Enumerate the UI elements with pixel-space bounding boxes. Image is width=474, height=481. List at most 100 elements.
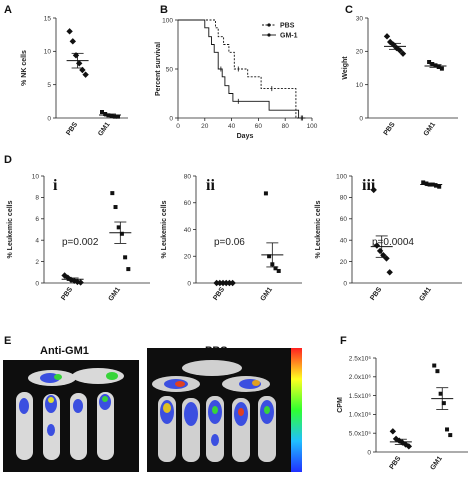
data-point-pbs [383, 33, 391, 40]
y-tick-label: 1.5x10⁶ [349, 393, 372, 400]
panel-letter-c: C [345, 4, 353, 16]
data-point-pbs [69, 38, 76, 45]
data-point-gm1 [441, 401, 446, 406]
category-label: GM1 [418, 286, 432, 303]
data-point-gm1 [267, 254, 272, 259]
category-label: GM1 [97, 121, 111, 138]
x-axis-label: Days [237, 133, 254, 140]
y-tick-label: 5.0x10⁵ [349, 431, 372, 438]
data-point-gm1 [116, 225, 121, 230]
chart-dii: 0 20 40 60 80 % Leukemic cells PBS GM1 ii p=0.06 [161, 173, 302, 303]
subpanel-label: iii [362, 177, 376, 194]
y-tick-label: 0 [35, 280, 39, 287]
anti-gm1-image-label: Anti-GM1 [40, 345, 89, 357]
x-tick-label: 20 [201, 123, 209, 130]
data-point-pbs [77, 279, 84, 286]
y-axis-label: Percent survival [155, 42, 162, 96]
anti-gm1-mice [16, 368, 124, 460]
y-tick-label: 20 [184, 254, 192, 261]
data-point-gm1 [421, 180, 426, 185]
y-tick-label: 15 [44, 15, 52, 22]
chart-c: 0 10 20 30 Weight PBS GM1 [342, 15, 458, 138]
data-point-gm1 [437, 184, 442, 189]
category-label: PBS [60, 286, 74, 302]
data-point-gm1 [116, 114, 120, 119]
p-value-annotation: p=0.002 [62, 237, 99, 248]
panel-letter-b: B [160, 4, 168, 16]
imaging-panel: Anti-GM1 PBS [3, 345, 302, 472]
data-point-gm1 [438, 391, 443, 396]
category-label: PBS [369, 286, 383, 302]
data-point-pbs [383, 255, 390, 262]
data-point-gm1 [110, 191, 115, 196]
panel-letter-e: E [4, 335, 11, 347]
category-label: PBS [65, 121, 79, 137]
x-tick-label: 60 [255, 123, 263, 130]
y-axis-label: CPM [337, 397, 344, 413]
y-tick-label: 60 [340, 216, 348, 223]
y-tick-label: 40 [340, 238, 348, 245]
y-tick-label: 0 [187, 280, 191, 287]
data-point-gm1 [112, 114, 117, 119]
y-tick-label: 10 [32, 173, 40, 180]
data-point-gm1 [432, 363, 437, 368]
y-tick-label: 30 [356, 15, 364, 22]
panel-letter-d: D [4, 154, 12, 166]
y-axis-label: Weight [342, 56, 349, 80]
intensity-colorbar [291, 348, 302, 472]
y-tick-label: 1.0x10⁶ [349, 412, 372, 419]
data-point-gm1 [100, 110, 104, 114]
data-point-pbs [399, 50, 407, 57]
data-point-gm1 [427, 60, 432, 64]
legend-marker [267, 33, 271, 37]
category-label: GM1 [108, 286, 122, 303]
y-tick-label: 5 [47, 82, 51, 89]
data-point-pbs [373, 242, 381, 249]
data-point-pbs [79, 66, 86, 74]
chart-b: 0 50 100 0 20 40 60 80 100 Percent survival Days PB… [155, 17, 318, 140]
y-axis-label: % Leukemic cells [315, 200, 322, 258]
data-point-gm1 [273, 266, 278, 271]
y-tick-label: 10 [356, 82, 364, 89]
y-tick-label: 6 [35, 216, 39, 223]
data-point-pbs [389, 428, 397, 435]
survival-line-pbs [178, 19, 306, 119]
data-point-pbs [370, 186, 377, 194]
y-tick-label: 0 [169, 115, 173, 122]
y-axis-label: % Leukemic cells [7, 200, 14, 258]
data-point-gm1 [123, 255, 128, 260]
y-tick-label: 80 [184, 173, 192, 180]
y-axis-label: % Leukemic cells [161, 200, 168, 258]
category-label: GM1 [429, 455, 443, 472]
pbs-mice [152, 360, 276, 462]
category-label: PBS [383, 121, 397, 137]
y-axis-label: % NK cells [21, 50, 28, 86]
y-tick-label: 60 [184, 200, 192, 207]
chart-f: 0 5.0x10⁵ 1.0x10⁶ 1.5x10⁶ 2.0x10⁶ 2.5x10⁶ CPM P… [337, 355, 468, 472]
y-tick-label: 80 [340, 195, 348, 202]
y-tick-label: 2 [35, 259, 39, 266]
y-tick-label: 0 [359, 115, 363, 122]
x-tick-label: 80 [282, 123, 290, 130]
panel-letter-a: A [4, 4, 12, 16]
y-tick-label: 0 [343, 280, 347, 287]
y-tick-label: 8 [35, 195, 39, 202]
category-label: GM1 [423, 121, 437, 138]
data-point-gm1 [448, 433, 453, 438]
legend-marker [267, 23, 271, 27]
data-point-pbs [386, 269, 393, 276]
y-tick-label: 20 [340, 259, 348, 266]
y-tick-label: 0 [367, 449, 371, 456]
y-tick-label: 20 [356, 49, 364, 56]
panel-letter-f: F [340, 335, 347, 347]
category-label: GM1 [260, 286, 274, 303]
p-value-annotation: p=0.0004 [372, 237, 414, 248]
x-tick-label: 100 [307, 123, 318, 130]
data-point-gm1 [113, 205, 118, 210]
survival-line-gm-1 [178, 19, 306, 119]
y-tick-label: 0 [47, 115, 51, 122]
category-label: PBS [388, 455, 402, 471]
chart-di: 0 2 4 6 8 10 % Leukemic cells PBS GM1 i p=0.002 [7, 173, 150, 303]
